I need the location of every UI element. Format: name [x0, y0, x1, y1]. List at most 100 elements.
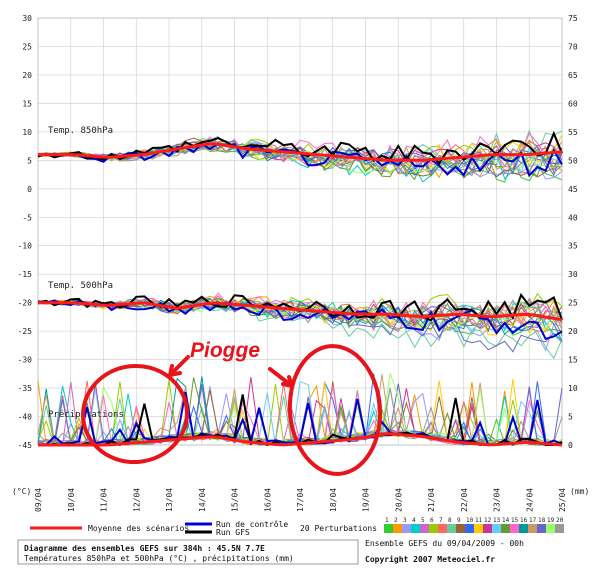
perturbation-swatches: 1 2 3 4 5 6 7 8 9 10 11 12 13 14 15 16 17 18 19 20: [384, 517, 564, 533]
annotation-circle-right: [287, 344, 383, 476]
right-tick-label: 20: [568, 327, 578, 336]
right-tick-label: 75: [568, 14, 578, 23]
perturbation-number: 8: [448, 517, 452, 524]
right-tick-label: 30: [568, 270, 578, 279]
right-tick-label: 15: [568, 356, 578, 365]
right-tick-label: 55: [568, 128, 578, 137]
right-tick-label: 40: [568, 213, 578, 222]
annotation-arrow-right: [268, 367, 294, 388]
left-unit-label: (°C): [12, 487, 31, 496]
perturbation-number: 11: [475, 517, 483, 524]
annotation-piogge: Piogge: [190, 339, 260, 362]
footer-run: Ensemble GEFS du 09/04/2009 - 00h: [365, 539, 524, 548]
right-tick-label: 45: [568, 185, 578, 194]
legend-perturbations-label: 20 Perturbations: [300, 524, 377, 533]
annotations: Piogge: [81, 339, 383, 476]
right-tick-label: 25: [568, 299, 578, 308]
panel-labels: Temp. 850hPa Temp. 500hPa Précipitations: [48, 126, 124, 420]
footer-box: [17, 539, 359, 565]
mean-line: [38, 432, 563, 447]
perturbation-number: 1: [385, 517, 389, 524]
panel-label: Précipitations: [48, 409, 124, 420]
perturbation-number: 3: [403, 517, 407, 524]
legend-gfs-label: Run GFS: [216, 528, 250, 537]
perturbation-number: 19: [547, 517, 555, 524]
perturbation-swatch: [438, 524, 447, 533]
legend-mean-label: Moyenne des scénarios: [88, 523, 189, 533]
series-layer: [37, 128, 563, 447]
x-tick-label: 18/04: [329, 488, 338, 512]
left-tick-label: 30: [22, 14, 32, 23]
perturbation-swatch: [546, 524, 555, 533]
perturbation-number: 13: [493, 517, 501, 524]
left-tick-label: 0: [27, 185, 32, 194]
mean-line: [38, 142, 563, 162]
x-tick-label: 16/04: [263, 488, 272, 512]
x-tick-label: 20/04: [394, 488, 403, 512]
footer: Diagramme des ensembles GEFS sur 384h : …: [17, 539, 524, 565]
legend: Moyenne des scénarios Run de contrôle Ru…: [30, 517, 564, 537]
perturbation-swatch: [420, 524, 429, 533]
left-tick-label: -35: [18, 384, 33, 393]
left-tick-label: -45: [18, 441, 33, 450]
panel-label: Temp. 850hPa: [48, 126, 113, 136]
right-tick-label: 50: [568, 156, 578, 165]
footer-subtitle: Températures 850hPa et 500hPa (°C) , pré…: [24, 553, 294, 563]
right-tick-label: 5: [568, 413, 573, 422]
x-tick-label: 13/04: [165, 488, 174, 512]
perturbation-number: 2: [394, 517, 398, 524]
left-tick-label: -10: [18, 242, 33, 251]
perturbation-number: 5: [421, 517, 425, 524]
perturbation-number: 16: [520, 517, 528, 524]
perturbation-swatch: [429, 524, 438, 533]
perturbation-swatch: [492, 524, 501, 533]
left-tick-label: -15: [18, 270, 33, 279]
x-tick-label: 17/04: [296, 488, 305, 512]
perturbation-number: 4: [412, 517, 416, 524]
perturbation-swatch: [456, 524, 465, 533]
x-tick-label: 15/04: [231, 488, 240, 512]
perturbation-swatch: [393, 524, 402, 533]
perturbation-swatch: [555, 524, 564, 533]
left-tick-label: 10: [22, 128, 32, 137]
x-tick-label: 25/04: [558, 488, 567, 512]
perturbation-number: 6: [430, 517, 434, 524]
left-axis: 30 25 20 15 10 5 0 -5 -10 -15 -20 -25 -30 -35 -40 -45 (°…: [12, 14, 32, 496]
perturbation-swatch: [474, 524, 483, 533]
perturbation-swatch: [483, 524, 492, 533]
x-tick-label: 22/04: [460, 488, 469, 512]
x-axis: 09/04 10/04 11/04 12/04 13/04 14/04 15/04 16/04…: [34, 488, 567, 512]
x-tick-label: 21/04: [427, 488, 436, 512]
x-tick-label: 24/04: [525, 488, 534, 512]
x-tick-label: 14/04: [198, 488, 207, 512]
perturbation-number: 12: [484, 517, 492, 524]
perturbation-swatch: [528, 524, 537, 533]
perturbation-swatch: [501, 524, 510, 533]
panel-label: Temp. 500hPa: [48, 281, 113, 291]
left-tick-label: 5: [27, 156, 32, 165]
perturbation-number: 9: [457, 517, 461, 524]
right-unit-label: (mm): [570, 487, 589, 496]
perturbation-swatch: [384, 524, 393, 533]
left-tick-label: 25: [22, 42, 32, 51]
left-tick-label: -40: [18, 413, 33, 422]
control-run-line: [38, 391, 563, 447]
left-tick-label: 15: [22, 99, 32, 108]
annotation-circle-left: [81, 363, 189, 465]
x-tick-label: 12/04: [132, 488, 141, 512]
right-tick-label: 70: [568, 42, 578, 51]
perturbation-number: 10: [466, 517, 474, 524]
perturbation-number: 20: [556, 517, 564, 524]
annotation-arrow-left: [168, 355, 190, 377]
x-tick-label: 23/04: [493, 488, 502, 512]
left-tick-label: -20: [18, 299, 33, 308]
right-tick-label: 10: [568, 384, 578, 393]
perturbation-line: [37, 297, 563, 327]
perturbation-swatch: [465, 524, 474, 533]
right-tick-label: 35: [568, 242, 578, 251]
x-tick-label: 11/04: [100, 488, 109, 512]
left-tick-label: -25: [18, 327, 33, 336]
grid: [37, 17, 563, 446]
